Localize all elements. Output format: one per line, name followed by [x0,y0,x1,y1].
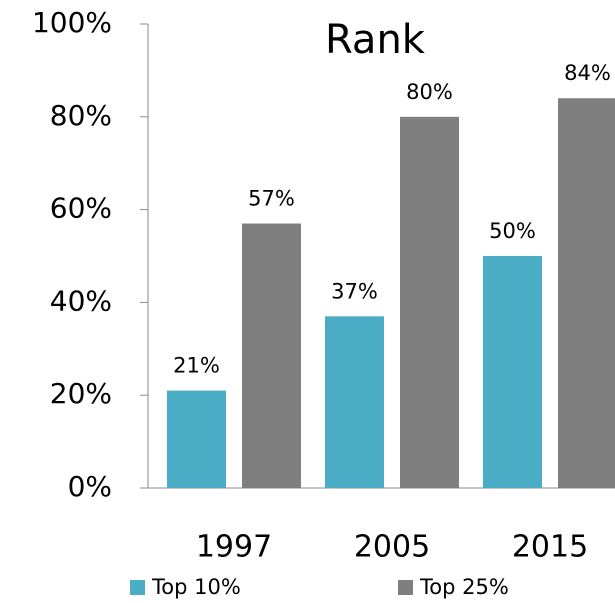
y-tick-label: 60% [50,192,112,225]
x-tick-label: 2005 [354,530,430,565]
data-label: 84% [564,61,611,85]
y-tick-label: 80% [50,99,112,132]
data-label: 37% [331,279,378,303]
x-tick-label: 1997 [196,530,272,565]
data-label: 21% [173,354,220,378]
legend-swatch [398,580,413,595]
bar [242,223,301,488]
chart-title: Rank [325,17,426,63]
data-label: 50% [489,219,536,243]
legend-swatch [130,580,145,595]
data-label: 57% [248,187,295,211]
legend-label: Top 25% [419,575,509,599]
legend-label: Top 10% [151,575,241,599]
bar [167,390,226,488]
y-tick-label: 40% [50,284,112,317]
x-tick-label: 2015 [512,530,588,565]
bar [325,316,384,488]
y-tick-label: 20% [50,377,112,410]
bar [558,98,615,489]
y-tick-label: 100% [32,6,112,39]
y-tick-label: 0% [68,470,112,503]
bar [400,116,459,489]
data-label: 80% [406,80,453,104]
bar [483,256,542,488]
